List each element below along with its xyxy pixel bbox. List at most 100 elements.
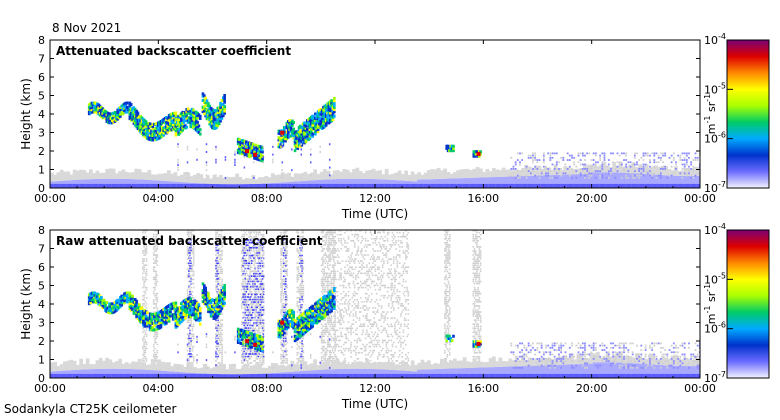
noise-speck [259,305,261,307]
haze-cell [306,174,311,181]
cloud-cell [312,126,316,130]
noise-speck [342,343,345,346]
cloud-cell [129,111,133,115]
noise-speck [281,235,284,238]
cloud-cell [144,124,148,128]
cloud-cell [212,115,216,119]
noise-speck [330,288,333,291]
cloud-cell [211,115,214,119]
precip-speck [291,169,293,172]
surface-layer-cell [85,183,90,188]
noise-speck [155,242,157,244]
noise-speck [350,355,352,358]
noise-speck [145,329,148,332]
cloud-cell [312,118,316,122]
noise-speck [347,294,350,297]
cloud-cell [316,119,320,123]
noise-speck [215,242,217,244]
noise-speck [350,260,352,262]
noise-speck [301,292,303,295]
noise-speck [155,272,157,275]
noise-speck [297,351,300,354]
surface-layer-cell [609,183,613,188]
noise-speck [144,239,147,242]
surface-layer-cell [199,183,204,188]
cloud-cell [315,124,319,128]
noise-speck [320,347,323,350]
cloud-cell [318,113,321,117]
noise-speck [145,347,148,350]
noise-speck [245,319,248,321]
noise-speck [142,260,144,262]
noise-speck [245,230,248,232]
noise-speck [351,327,354,330]
cloud-cell [151,134,155,138]
noise-speck [258,237,260,240]
cloud-speck [562,172,565,175]
noise-speck [258,233,260,236]
noise-speck [335,256,338,258]
cloud-cell [316,123,320,127]
noise-speck [336,294,339,297]
noise-speck [324,323,327,326]
cloud-speck [616,165,619,168]
noise-speck [253,231,255,234]
precip-speck [319,145,321,148]
boundary-layer-cell [589,173,594,188]
noise-speck [325,254,328,256]
cloud-speck [672,159,675,161]
surface-layer-cell [170,183,174,188]
cloud-cell [90,108,94,112]
haze-cell [248,178,252,185]
noise-speck [320,282,323,285]
noise-speck [281,288,284,291]
noise-speck [154,333,156,336]
noise-speck [328,244,330,246]
noise-speck [260,303,263,305]
noise-speck [221,358,223,360]
noise-speck [250,237,253,240]
noise-speck [191,333,194,336]
cloud-cell [243,146,247,150]
haze-cell [414,174,418,182]
noise-speck [189,239,191,242]
noise-speck [330,339,333,342]
noise-speck [256,305,259,307]
noise-speck [187,294,190,297]
noise-speck [341,319,344,321]
precip-speck [253,176,255,179]
cloud-cell [188,120,191,124]
strong-return-cell [253,152,258,157]
cloud-speck [514,161,517,164]
noise-speck [244,250,247,252]
cloud-cell [308,123,312,127]
haze-cell [160,173,165,181]
cloud-cell [104,114,107,118]
cloud-cell [201,94,205,98]
noise-speck [335,355,338,358]
cloud-cell [328,109,332,113]
noise-speck [255,353,258,356]
cloud-speck [659,168,662,170]
cloud-speck [698,152,700,155]
cloud-speck [640,172,643,175]
noise-speck [254,266,256,269]
cloud-cell [249,146,252,150]
noise-speck [302,315,305,317]
noise-speck [345,311,347,313]
noise-speck [262,282,265,285]
cloud-cell [221,102,225,106]
noise-speck [323,353,325,356]
noise-speck [259,327,261,330]
cloud-cell [216,111,220,115]
noise-speck [218,321,221,323]
haze-cell [89,169,93,180]
cloud-cell [327,105,331,109]
noise-speck [215,339,217,342]
noise-speck [145,244,148,246]
cloud-speck [551,156,554,159]
noise-speck [333,315,335,317]
surface-layer-cell [466,183,470,188]
cloud-cell [211,121,214,125]
boundary-layer-cell [566,174,571,188]
